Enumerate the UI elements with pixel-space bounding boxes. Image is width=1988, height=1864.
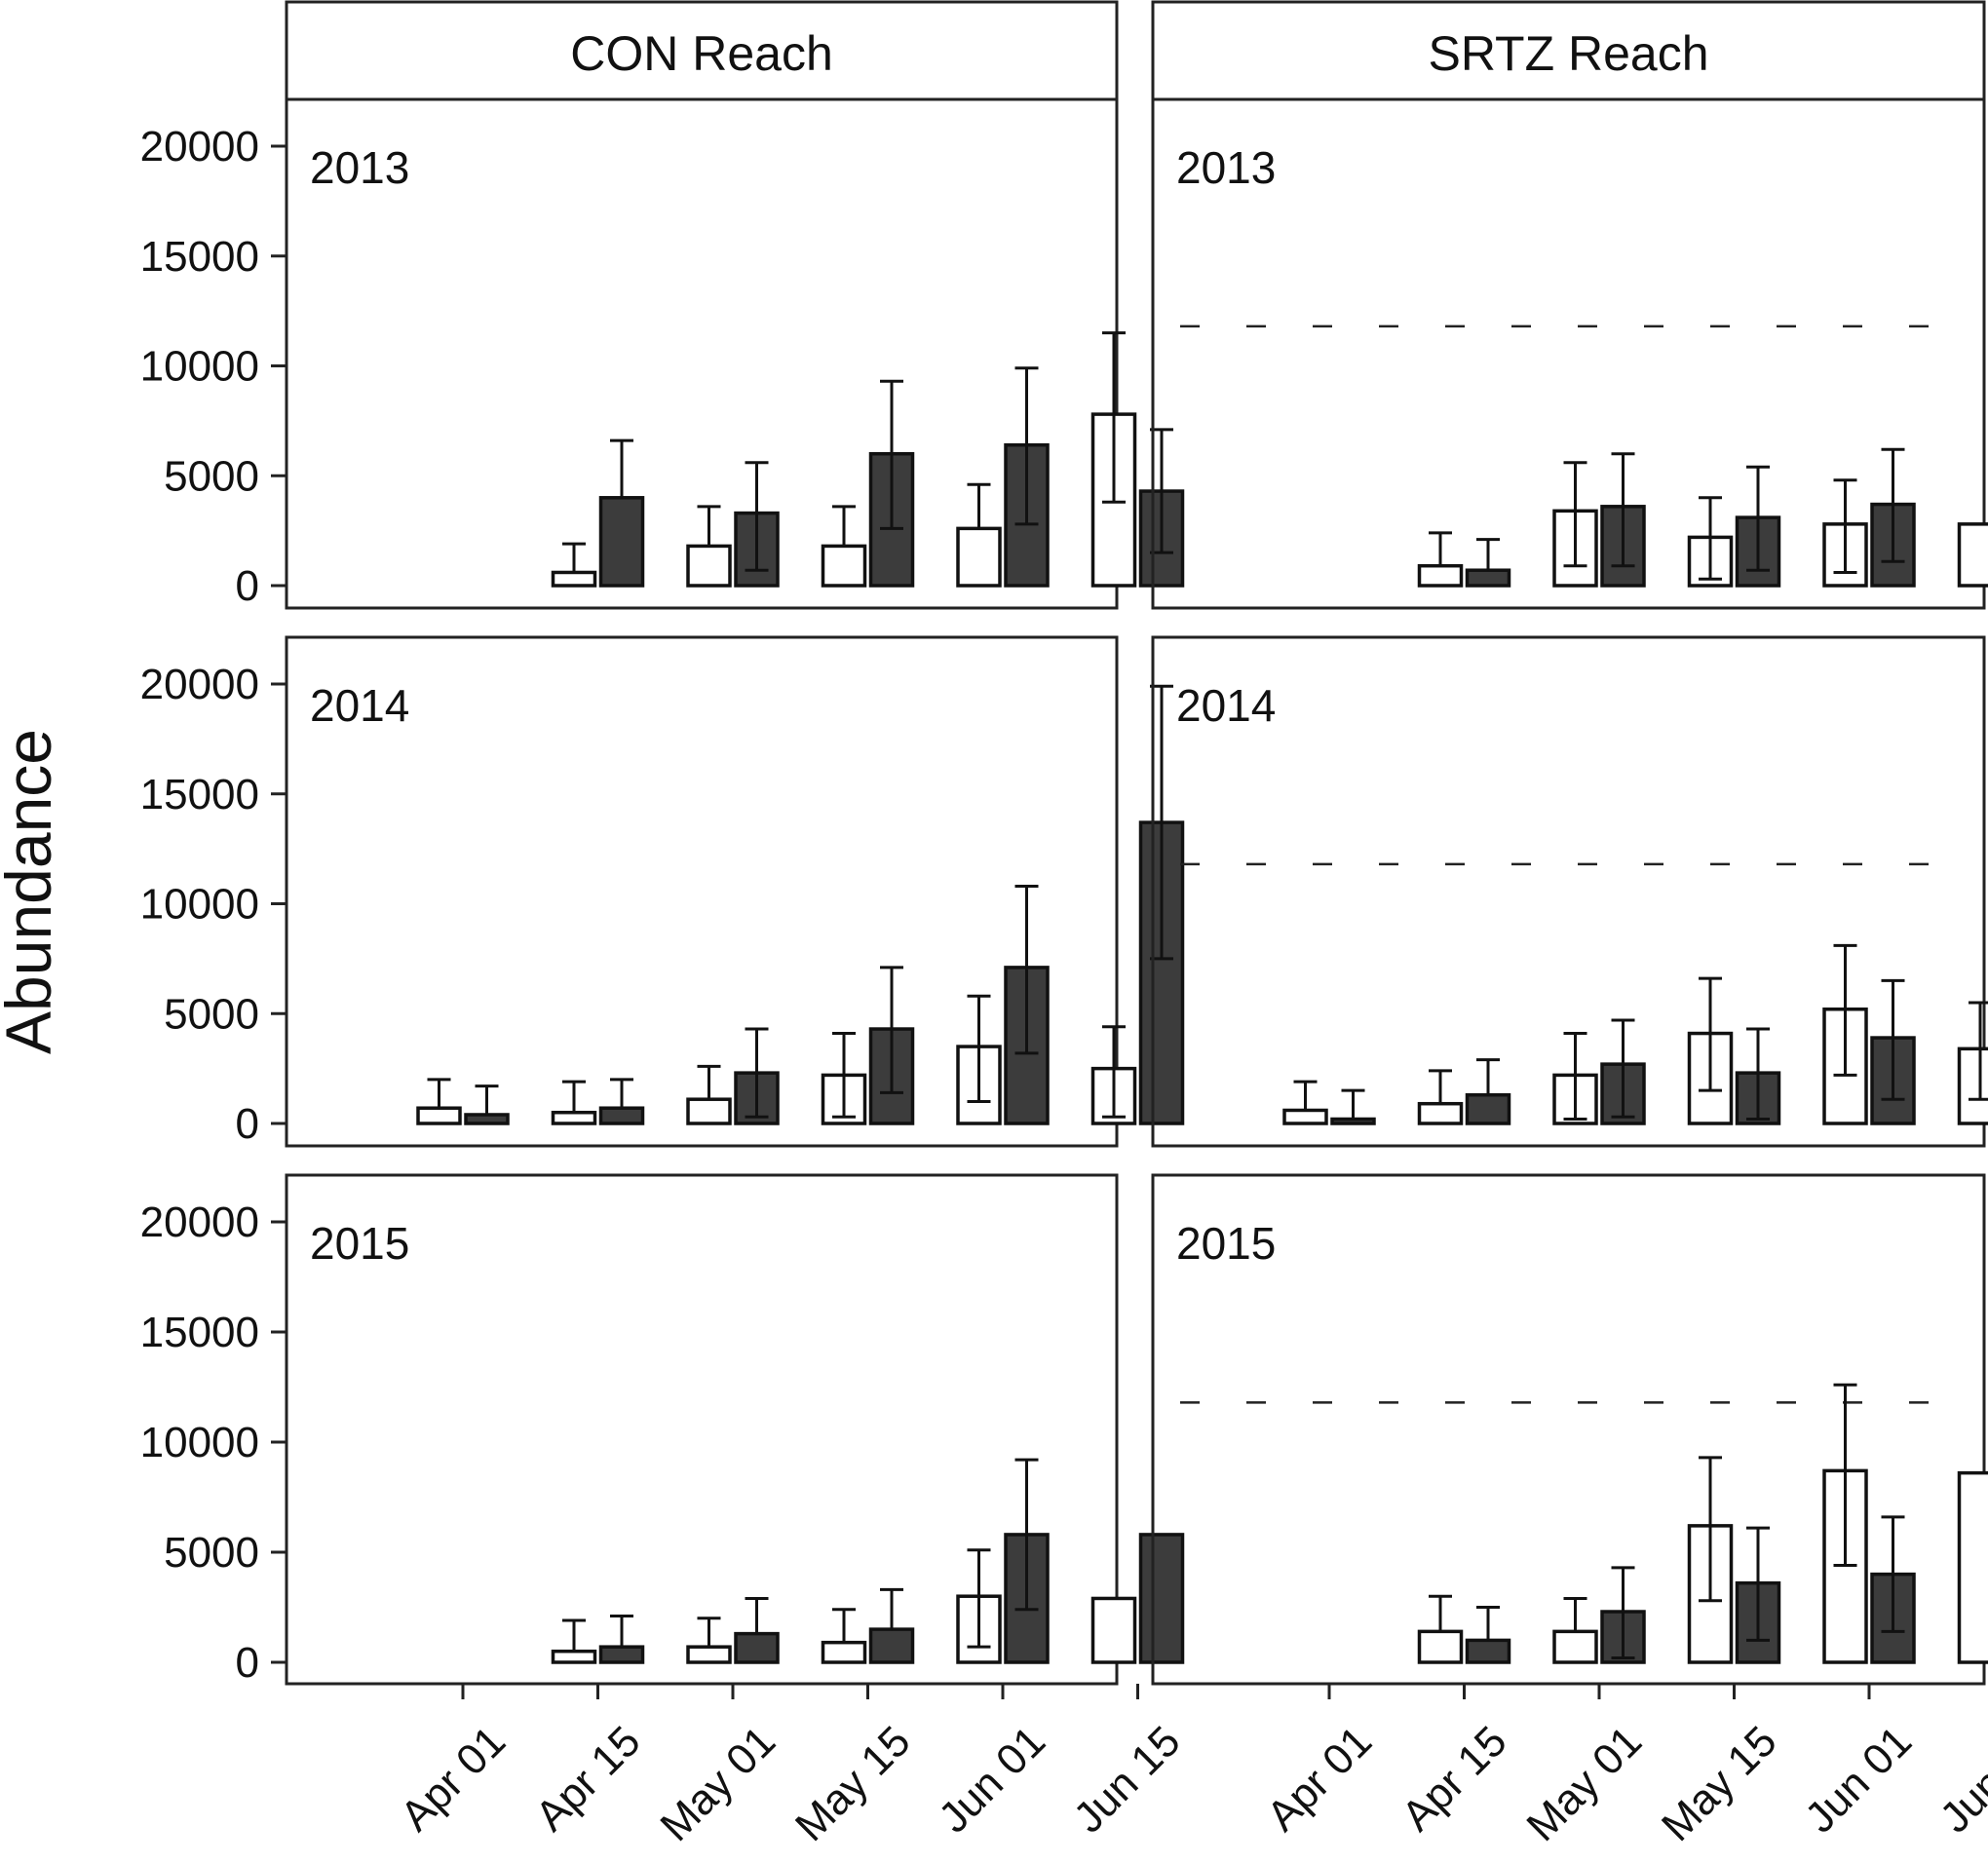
open-bar (551, 1110, 597, 1125)
panel-frame (1151, 635, 1986, 1148)
panel-srtz-reach-2013: 2013 (1151, 97, 1988, 610)
open-bar (686, 1097, 732, 1125)
panel-year-label: 2014 (310, 680, 409, 731)
x-tick-label: May 15 (786, 1717, 920, 1850)
strip-header-1 (1151, 0, 1986, 101)
x-tick-label: Jun 01 (930, 1717, 1054, 1842)
panel-year-label: 2014 (1176, 680, 1276, 731)
open-bar (1552, 1629, 1598, 1664)
panel-year-label: 2013 (1176, 142, 1276, 193)
filled-bar (1330, 1117, 1376, 1125)
open-bar (1417, 563, 1464, 588)
filled-bar (1465, 1638, 1511, 1664)
open-bar (551, 1649, 597, 1664)
open-bar (551, 570, 597, 588)
y-axis-label: Abundance (0, 729, 64, 1054)
panel-con-reach-2013: 2013 0 5000 10000 15000 20000 (140, 97, 1185, 610)
open-bar (686, 544, 732, 588)
y-tick-label: 15000 (140, 233, 259, 281)
x-tick-label: Apr 15 (526, 1717, 649, 1840)
x-tick-label: May 15 (1653, 1717, 1786, 1850)
y-tick-label: 0 (236, 562, 259, 610)
strip-header-0 (285, 0, 1119, 101)
y-tick-label: 20000 (140, 661, 259, 708)
strip-label-1: SRTZ Reach (1428, 26, 1708, 81)
filled-bar (1138, 1533, 1185, 1664)
filled-bar (1465, 568, 1511, 588)
y-tick-label: 10000 (140, 881, 259, 929)
filled-bar (734, 1631, 780, 1664)
x-tick-label: May 01 (1517, 1717, 1651, 1850)
panel-frame (285, 97, 1119, 610)
open-bar (1090, 1596, 1137, 1664)
open-bar (1282, 1108, 1328, 1125)
y-tick-label: 5000 (164, 1529, 259, 1577)
filled-bar (598, 496, 645, 588)
panel-year-label: 2013 (310, 142, 409, 193)
strip-label-0: CON Reach (570, 26, 833, 81)
y-tick-label: 5000 (164, 990, 259, 1038)
panel-frame (285, 635, 1119, 1148)
open-bar (956, 526, 1002, 588)
open-bar (416, 1106, 462, 1125)
y-tick-label: 15000 (140, 1309, 259, 1356)
y-tick-label: 5000 (164, 452, 259, 500)
panel-srtz-reach-2014: 2014 (1151, 635, 1988, 1148)
open-bar (1957, 1470, 1988, 1664)
y-tick-label: 0 (236, 1100, 259, 1148)
open-bar (821, 544, 867, 588)
panel-year-label: 2015 (1176, 1218, 1276, 1269)
panel-con-reach-2014: 2014 0 5000 10000 15000 20000 (140, 635, 1185, 1148)
x-tick-label: Jun 01 (1796, 1717, 1921, 1842)
panel-frame (1151, 97, 1986, 610)
open-bar (821, 1640, 867, 1664)
open-bar (1957, 1046, 1988, 1125)
open-bar (1957, 522, 1988, 588)
filled-bar (598, 1106, 645, 1125)
filled-bar (1465, 1092, 1511, 1125)
open-bar (686, 1645, 732, 1664)
panel-srtz-reach-2015: 2015 (1151, 1173, 1988, 1686)
panel-year-label: 2015 (310, 1218, 409, 1269)
x-tick-label: Apr 01 (1258, 1717, 1381, 1840)
open-bar (1417, 1629, 1464, 1664)
x-tick-label: Apr 15 (1393, 1717, 1515, 1840)
y-tick-label: 20000 (140, 123, 259, 171)
y-tick-label: 10000 (140, 343, 259, 391)
x-tick-label: Jun 15 (1931, 1717, 1988, 1842)
filled-bar (598, 1645, 645, 1664)
y-tick-label: 20000 (140, 1198, 259, 1246)
filled-bar (868, 1627, 915, 1664)
open-bar (1417, 1101, 1464, 1125)
y-tick-label: 0 (236, 1639, 259, 1687)
x-tick-label: May 01 (651, 1717, 784, 1850)
filled-bar (464, 1113, 510, 1125)
x-tick-label: Jun 15 (1065, 1717, 1190, 1842)
y-tick-label: 10000 (140, 1419, 259, 1466)
panel-con-reach-2015: 2015 0 5000 10000 15000 20000 (140, 1173, 1185, 1687)
y-tick-label: 15000 (140, 771, 259, 818)
x-tick-label: Apr 01 (392, 1717, 515, 1840)
